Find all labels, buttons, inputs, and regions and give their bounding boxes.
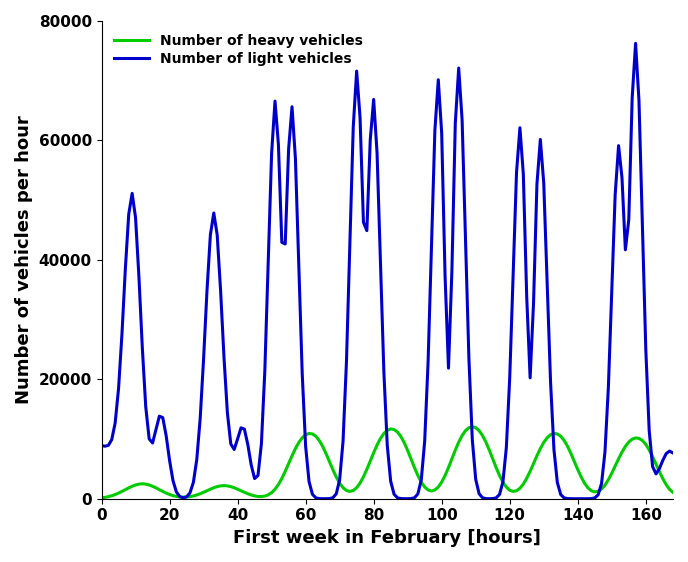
Number of heavy vehicles xyxy=(669,489,677,496)
Number of heavy vehicles xyxy=(645,446,654,453)
Number of light vehicles xyxy=(553,479,561,486)
Number of heavy vehicles xyxy=(250,492,259,499)
Number of heavy vehicles xyxy=(322,450,330,457)
X-axis label: First week in February [hours]: First week in February [hours] xyxy=(233,529,541,547)
Y-axis label: Number of vehicles per hour: Number of vehicles per hour xyxy=(15,115,33,404)
Number of light vehicles xyxy=(669,450,677,456)
Number of light vehicles xyxy=(543,278,551,284)
Number of heavy vehicles xyxy=(98,495,106,501)
Number of heavy vehicles xyxy=(546,432,555,438)
Number of light vehicles xyxy=(322,495,330,502)
Number of heavy vehicles xyxy=(468,423,476,430)
Line: Number of heavy vehicles: Number of heavy vehicles xyxy=(102,427,673,498)
Legend: Number of heavy vehicles, Number of light vehicles: Number of heavy vehicles, Number of ligh… xyxy=(109,28,368,71)
Number of light vehicles xyxy=(649,463,657,470)
Number of heavy vehicles xyxy=(588,487,596,494)
Number of heavy vehicles xyxy=(557,433,565,439)
Number of light vehicles xyxy=(250,475,259,482)
Number of light vehicles xyxy=(588,495,596,502)
Number of light vehicles xyxy=(632,40,640,47)
Line: Number of light vehicles: Number of light vehicles xyxy=(102,43,673,498)
Number of light vehicles xyxy=(577,495,585,502)
Number of light vehicles xyxy=(98,442,106,449)
